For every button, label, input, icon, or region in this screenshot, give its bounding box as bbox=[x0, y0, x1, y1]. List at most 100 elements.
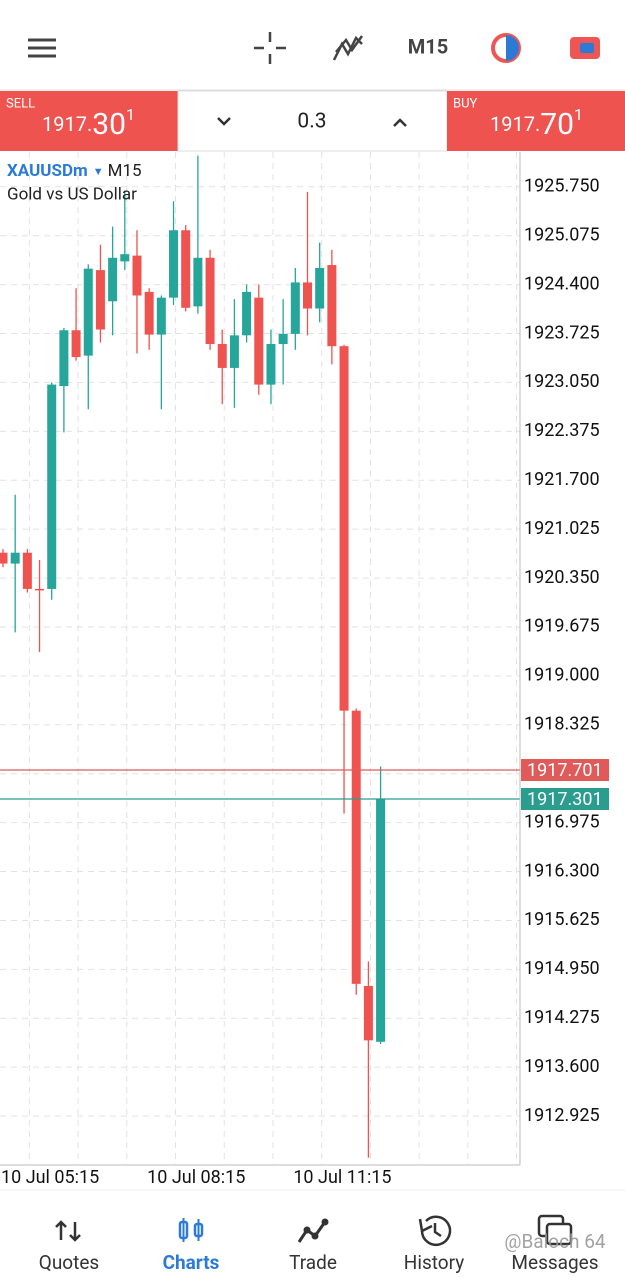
symbol: XAUUSDm bbox=[7, 161, 88, 181]
crosshair-button[interactable] bbox=[254, 32, 286, 64]
y-tick-label: 1916.975 bbox=[524, 811, 600, 832]
nav-item[interactable]: Messages bbox=[511, 1214, 599, 1274]
y-tick-label: 1919.000 bbox=[524, 665, 600, 686]
chart-timeframe: M15 bbox=[108, 161, 142, 181]
candle-body bbox=[71, 330, 81, 358]
chart-subtitle: Gold vs US Dollar bbox=[7, 184, 137, 204]
candle-body bbox=[327, 265, 337, 347]
bottom-nav: Quotes Charts Trade History Messages bbox=[39, 1214, 599, 1274]
x-tick-label: 10 Jul 08:15 bbox=[147, 1167, 245, 1188]
candle-body bbox=[229, 335, 239, 368]
y-tick-label: 1912.925 bbox=[524, 1105, 600, 1126]
y-tick-label: 1918.325 bbox=[524, 714, 600, 735]
candle-body bbox=[290, 282, 300, 334]
price-big: 30 bbox=[92, 107, 126, 142]
candle-body bbox=[35, 588, 45, 591]
candle-body bbox=[156, 297, 166, 335]
nav-icon bbox=[55, 1220, 81, 1242]
icon-shape bbox=[420, 1215, 452, 1247]
candle-body bbox=[22, 552, 32, 589]
buy-button[interactable] bbox=[447, 91, 625, 151]
sell-label: SELL bbox=[6, 96, 35, 111]
candle-body bbox=[363, 986, 373, 1041]
candle-body bbox=[132, 255, 142, 296]
y-tick-label: 1925.075 bbox=[524, 224, 600, 245]
candle-body bbox=[339, 346, 349, 711]
indicators-button[interactable] bbox=[332, 35, 364, 61]
y-tick-label: 1925.750 bbox=[524, 176, 600, 197]
chart-header: XAUUSDm ▼ M15 bbox=[7, 161, 142, 181]
candle-body bbox=[254, 297, 264, 385]
candle-body bbox=[303, 282, 312, 309]
y-tick-label: 1914.275 bbox=[524, 1007, 600, 1028]
candle-body bbox=[10, 552, 20, 564]
candle-body bbox=[217, 344, 227, 368]
candle-body bbox=[193, 257, 203, 307]
nav-item[interactable]: Quotes bbox=[39, 1220, 99, 1274]
candle-body bbox=[47, 384, 57, 589]
sell-price: 1917.301 bbox=[42, 105, 135, 142]
candle-body bbox=[376, 799, 386, 1042]
nav-icon bbox=[178, 1218, 204, 1242]
y-tick-label: 1921.700 bbox=[524, 469, 600, 490]
x-tick-label: 10 Jul 11:15 bbox=[293, 1167, 391, 1188]
y-tick-label: 1916.300 bbox=[524, 860, 600, 881]
price-tag-label: 1917.701 bbox=[527, 760, 603, 781]
nav-item[interactable]: Charts bbox=[163, 1218, 220, 1274]
sell-button[interactable] bbox=[0, 91, 178, 151]
buy-price: 1917.701 bbox=[490, 105, 583, 142]
candle-body bbox=[0, 552, 8, 564]
y-tick-label: 1920.350 bbox=[524, 567, 600, 588]
candle-body bbox=[144, 291, 154, 335]
candle-body bbox=[169, 230, 179, 298]
volume-up[interactable] bbox=[393, 118, 407, 127]
y-tick-label: 1923.725 bbox=[524, 322, 600, 343]
nav-label: Messages bbox=[511, 1251, 598, 1274]
candle-body bbox=[59, 330, 69, 387]
price-sup: 1 bbox=[126, 105, 135, 124]
plot: 1917.701 1917.301 bbox=[0, 155, 609, 1158]
candle-body bbox=[266, 344, 276, 385]
watermark: @Baloch 64 bbox=[504, 1230, 605, 1253]
y-tick-label: 1915.625 bbox=[524, 909, 600, 930]
nav-label: Trade bbox=[289, 1251, 337, 1274]
icon-shape bbox=[433, 1223, 442, 1238]
volume[interactable]: 0.3 bbox=[297, 110, 326, 134]
price-sup: 1 bbox=[574, 105, 583, 124]
candle-body bbox=[181, 230, 191, 308]
y-tick-label: 1922.375 bbox=[524, 420, 600, 441]
y-tick-label: 1913.600 bbox=[524, 1056, 600, 1077]
price-tag-label: 1917.301 bbox=[527, 789, 603, 810]
candle-body bbox=[83, 268, 93, 356]
nav-icon bbox=[537, 1214, 573, 1246]
trade-button[interactable] bbox=[570, 37, 600, 59]
candle-body bbox=[242, 291, 252, 336]
candle-body bbox=[120, 254, 130, 262]
buy-label: BUY bbox=[453, 96, 478, 111]
dropdown-arrow[interactable]: ▼ bbox=[93, 165, 104, 178]
y-tick-label: 1914.950 bbox=[524, 958, 600, 979]
nav-label: History bbox=[404, 1251, 464, 1274]
icon-shape bbox=[55, 1220, 81, 1242]
nav-label: Quotes bbox=[39, 1251, 99, 1274]
candle-body bbox=[278, 333, 288, 345]
price-tag bbox=[521, 788, 609, 811]
price-main: 1917. bbox=[490, 112, 540, 136]
timeframe-button[interactable]: M15 bbox=[408, 34, 448, 58]
icon-shape bbox=[303, 1226, 311, 1234]
one-click-button[interactable] bbox=[491, 33, 521, 63]
y-tick-label: 1924.400 bbox=[524, 273, 600, 294]
x-tick-label: 10 Jul 05:15 bbox=[1, 1167, 99, 1188]
nav-icon bbox=[297, 1218, 329, 1243]
nav-item[interactable]: History bbox=[404, 1215, 464, 1274]
y-tick-label: 1923.050 bbox=[524, 371, 600, 392]
price-tag bbox=[521, 759, 609, 782]
menu-button[interactable] bbox=[28, 38, 56, 58]
grid: 1925.750 1925.075 1924.400 1923.725 1923.050… bbox=[0, 152, 600, 1188]
volume-down[interactable] bbox=[217, 117, 231, 126]
price-big: 70 bbox=[540, 107, 574, 142]
candle-body bbox=[205, 257, 215, 345]
nav-item[interactable]: Trade bbox=[289, 1218, 337, 1274]
icon-shape bbox=[182, 1218, 200, 1242]
